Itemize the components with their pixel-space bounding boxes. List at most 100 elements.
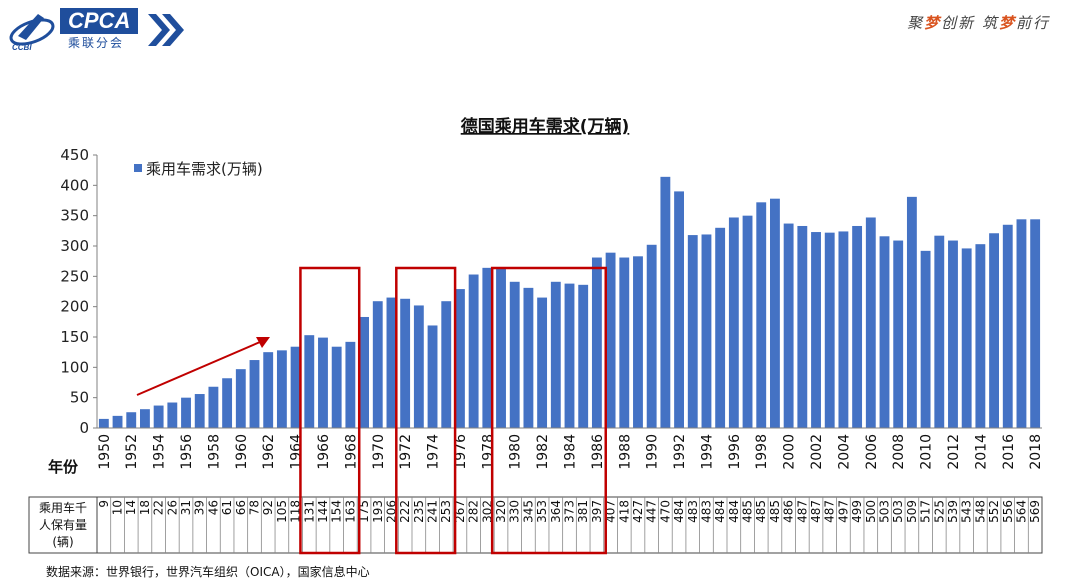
ownership-value: 118 bbox=[289, 500, 303, 523]
bar-1977 bbox=[468, 274, 479, 428]
x-tick-label: 1984 bbox=[563, 434, 579, 470]
ownership-value: 418 bbox=[617, 500, 631, 523]
x-tick-label: 1998 bbox=[754, 434, 770, 470]
bar-1963 bbox=[276, 350, 287, 428]
ownership-value: 22 bbox=[152, 500, 166, 515]
highlight-box-1 bbox=[299, 266, 361, 555]
x-axis-title: 年份 bbox=[48, 458, 79, 476]
bar-1970 bbox=[372, 301, 383, 428]
bar-1951 bbox=[112, 415, 123, 428]
x-axis: 1950 1952 1954 1956 1958 1960 1962 1964 1966 1968… bbox=[97, 427, 1044, 470]
x-tick-label: 1990 bbox=[645, 434, 661, 470]
ownership-value: 105 bbox=[275, 500, 289, 523]
cpca-logo: CCBI CPCA 乘联分会 bbox=[8, 6, 186, 54]
bar-2003 bbox=[824, 232, 835, 428]
bar-1961 bbox=[249, 360, 260, 428]
bar-1990 bbox=[646, 244, 657, 428]
y-tick-label: 400 bbox=[60, 176, 89, 194]
bar-1988 bbox=[619, 257, 630, 428]
ownership-value: 500 bbox=[864, 500, 878, 523]
bar-2002 bbox=[811, 232, 821, 428]
ownership-value: 509 bbox=[905, 500, 919, 523]
x-tick-label: 2006 bbox=[864, 434, 880, 470]
trend-arrow-line bbox=[136, 341, 261, 396]
ownership-value: 206 bbox=[384, 500, 398, 523]
y-axis: 0 50 100 150 200 250 300 350 400 450 bbox=[60, 146, 98, 437]
slogan: 聚梦创新 筑梦前行 bbox=[907, 12, 1050, 33]
ownership-value: 26 bbox=[165, 500, 179, 515]
x-tick-label: 1968 bbox=[343, 434, 359, 470]
bar-1999 bbox=[770, 198, 780, 428]
bar-1962 bbox=[263, 352, 274, 428]
x-tick-label: 1976 bbox=[453, 434, 469, 470]
ownership-value: 175 bbox=[357, 500, 371, 523]
x-tick-label: 1988 bbox=[617, 434, 633, 470]
chart-title: 德国乘用车需求(万辆) bbox=[461, 116, 630, 137]
ownership-value: 364 bbox=[549, 500, 563, 523]
ownership-value: 407 bbox=[604, 500, 618, 523]
ownership-value: 330 bbox=[508, 500, 522, 523]
bar-2008 bbox=[893, 240, 904, 428]
slogan-char-2: 创新 bbox=[941, 14, 976, 32]
x-tick-label: 1958 bbox=[206, 434, 222, 470]
bar-1973 bbox=[413, 305, 424, 428]
x-tick-label: 2012 bbox=[946, 434, 962, 470]
ownership-value: 483 bbox=[699, 500, 713, 523]
ownership-value: 470 bbox=[658, 500, 672, 523]
bar-1985 bbox=[578, 284, 589, 428]
legend-swatch bbox=[134, 164, 142, 172]
ownership-value: 485 bbox=[768, 500, 782, 523]
bar-1971 bbox=[386, 297, 397, 428]
bar-1997 bbox=[742, 215, 753, 428]
ownership-value: 503 bbox=[891, 500, 905, 523]
ownership-value: 487 bbox=[795, 500, 809, 523]
ownership-value: 548 bbox=[973, 500, 987, 523]
x-tick-label: 1970 bbox=[371, 434, 387, 470]
x-tick-label: 1982 bbox=[535, 434, 551, 470]
ownership-value: 427 bbox=[631, 500, 645, 523]
bar-1984 bbox=[564, 283, 575, 428]
ownership-value: 487 bbox=[809, 500, 823, 523]
ownership-value: 92 bbox=[261, 500, 275, 515]
bar-1967 bbox=[331, 346, 342, 428]
ownership-value: 564 bbox=[1014, 500, 1028, 523]
bar-1950 bbox=[98, 418, 109, 428]
ownership-value: 253 bbox=[439, 500, 453, 523]
bar-1991 bbox=[660, 176, 671, 428]
ownership-value: 282 bbox=[467, 500, 481, 523]
ownership-value: 447 bbox=[645, 500, 659, 523]
x-tick-label: 1954 bbox=[152, 434, 168, 470]
ownership-value: 222 bbox=[398, 500, 412, 523]
ownership-value: 539 bbox=[946, 500, 960, 523]
ownership-value: 503 bbox=[878, 500, 892, 523]
slogan-highlight-1: 梦 bbox=[924, 14, 942, 32]
bar-2014 bbox=[975, 244, 986, 428]
bar-2001 bbox=[797, 225, 808, 428]
bar-1975 bbox=[441, 301, 452, 428]
x-tick-label: 1972 bbox=[398, 434, 414, 470]
bar-1960 bbox=[235, 369, 246, 428]
bar-2017 bbox=[1016, 219, 1027, 428]
x-tick-label: 1962 bbox=[261, 434, 277, 470]
bar-1965 bbox=[304, 335, 315, 428]
ownership-label-line3: (辆) bbox=[52, 535, 73, 549]
ownership-value: 9 bbox=[97, 500, 111, 508]
bar-2015 bbox=[989, 233, 999, 428]
legend: 乘用车需求(万辆) bbox=[134, 160, 263, 178]
ownership-value: 497 bbox=[836, 500, 850, 523]
bar-1957 bbox=[194, 394, 205, 428]
bars bbox=[98, 176, 1041, 428]
x-tick-label: 1986 bbox=[590, 434, 606, 470]
ownership-table: 乘用车千 人保有量 (辆) 9 10 14 18 22 26 31 39 46 61 66 78 92 1… bbox=[28, 496, 1043, 554]
ownership-value: 345 bbox=[521, 500, 535, 523]
ownership-value: 14 bbox=[124, 500, 138, 515]
x-tick-label: 1950 bbox=[97, 434, 113, 470]
trend-arrow bbox=[136, 337, 270, 396]
ownership-value: 193 bbox=[371, 500, 385, 523]
bar-2005 bbox=[852, 225, 863, 428]
y-tick-label: 300 bbox=[60, 237, 89, 255]
ownership-value: 267 bbox=[453, 500, 467, 523]
ownership-value: 353 bbox=[535, 500, 549, 523]
ownership-value: 543 bbox=[960, 500, 974, 523]
